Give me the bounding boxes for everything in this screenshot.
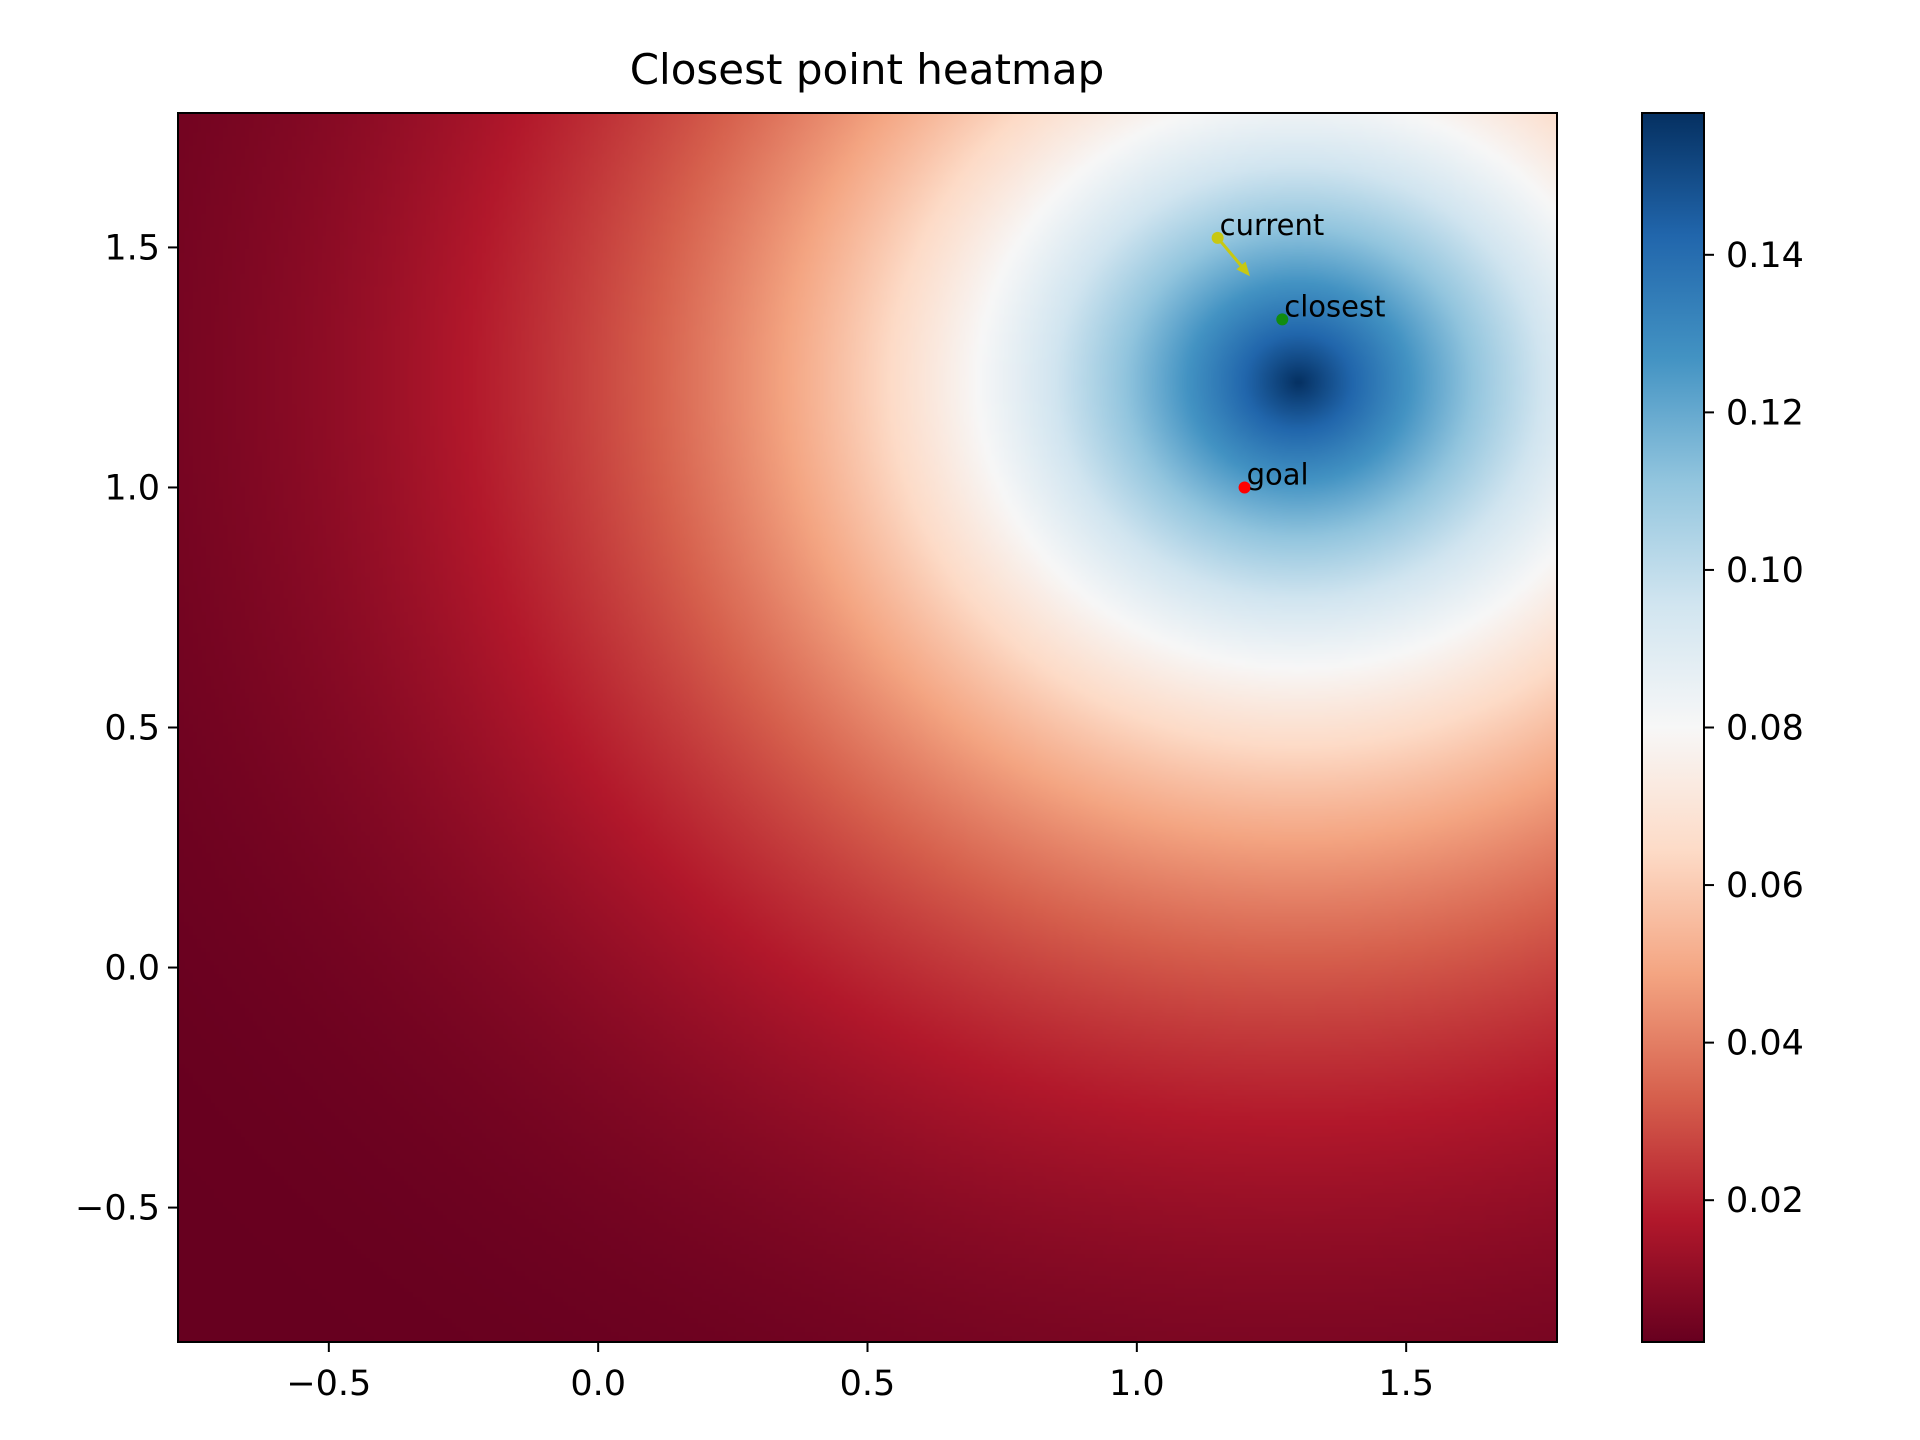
point-label-closest: closest [1284,289,1385,323]
colorbar-axis: 0.02 0.04 0.06 0.08 0.10 0.12 0.14 [1704,236,1804,1221]
point-current [1211,231,1224,244]
point-label-goal: goal [1247,457,1309,491]
colorbar-tick-label: 0.14 [1726,236,1804,276]
y-axis: −0.5 0.0 0.5 1.0 1.5 [75,228,178,1229]
x-tick-label: 1.0 [1109,1364,1165,1404]
colorbar-tick-label: 0.02 [1726,1181,1804,1221]
point-closest [1276,313,1289,326]
x-tick-label: 0.5 [840,1364,896,1404]
colorbar-tick-label: 0.08 [1726,709,1804,749]
colorbar-tick-label: 0.10 [1726,551,1804,591]
colorbar [1641,112,1705,1343]
x-tick-label: −0.5 [286,1364,371,1404]
heatmap-image [178,113,1557,1342]
point-label-current: current [1220,208,1325,242]
y-tick-label: −0.5 [75,1189,160,1229]
colorbar-tick-label: 0.12 [1726,393,1804,433]
chart-title: Closest point heatmap [630,45,1105,94]
x-tick-label: 0.0 [570,1364,626,1404]
y-tick-label: 0.5 [104,709,160,749]
y-tick-label: 1.5 [104,228,160,268]
colorbar-tick-label: 0.04 [1726,1024,1804,1064]
y-tick-label: 1.0 [104,468,160,508]
point-goal [1238,481,1251,494]
y-tick-label: 0.0 [104,949,160,989]
x-axis: −0.5 0.0 0.5 1.0 1.5 [286,1342,1434,1404]
x-tick-label: 1.5 [1378,1364,1434,1404]
direction-arrow-head [1236,261,1250,277]
annotations: current closest goal [1211,208,1385,494]
direction-arrow-shaft [1216,236,1243,267]
colorbar-tick-label: 0.06 [1726,866,1804,906]
